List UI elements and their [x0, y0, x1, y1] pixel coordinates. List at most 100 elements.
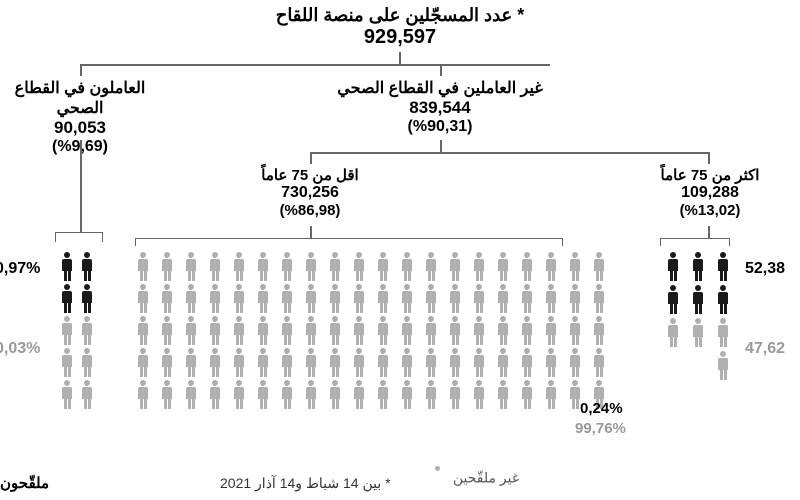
person-icon: [542, 348, 560, 378]
person-icon: [714, 285, 732, 315]
pictograph-over75: [660, 252, 732, 381]
person-icon: [230, 252, 248, 282]
connector-to-nonhealth: [440, 64, 442, 76]
person-icon: [158, 348, 176, 378]
person-icon: [494, 348, 512, 378]
person-icon: [542, 252, 560, 282]
person-icon: [58, 380, 76, 410]
person-icon: [206, 316, 224, 346]
person-icon: [350, 284, 368, 314]
stat-health-unvacc: 0,03%: [0, 340, 40, 358]
person-icon: [398, 348, 416, 378]
person-icon: [566, 284, 584, 314]
person-icon: [470, 348, 488, 378]
person-icon: [494, 380, 512, 410]
person-icon: [689, 252, 707, 282]
connector-over75-down: [708, 226, 710, 238]
person-icon: [350, 252, 368, 282]
person-icon: [542, 380, 560, 410]
pictograph-under75: [130, 252, 608, 410]
person-icon: [58, 316, 76, 346]
person-icon: [158, 316, 176, 346]
person-icon: [326, 348, 344, 378]
nonhealth-block: غير العاملين في القطاع الصحي 839,544 (%9…: [300, 78, 580, 136]
under75-title: اقل من 75 عاماً: [200, 166, 420, 184]
person-icon: [664, 318, 682, 348]
person-icon: [302, 252, 320, 282]
person-icon: [58, 284, 76, 314]
person-icon: [58, 252, 76, 282]
person-icon: [134, 380, 152, 410]
person-icon: [78, 316, 96, 346]
person-icon: [230, 316, 248, 346]
person-icon: [230, 380, 248, 410]
person-icon: [374, 380, 392, 410]
person-icon: [470, 252, 488, 282]
person-icon: [398, 284, 416, 314]
legend-unvacc-text: غير ملقّحين: [453, 470, 519, 486]
person-icon: [518, 284, 536, 314]
bracket-under75: [135, 238, 563, 246]
person-icon: [470, 380, 488, 410]
connector-to-over75: [708, 152, 710, 164]
person-icon: [350, 316, 368, 346]
person-icon: [158, 380, 176, 410]
under75-value: 730,256: [200, 184, 420, 202]
person-icon: [254, 348, 272, 378]
stat-health-vacc: 0,97%: [0, 260, 40, 278]
person-icon: [422, 348, 440, 378]
person-icon: [714, 252, 732, 282]
person-icon: [374, 348, 392, 378]
person-icon: [398, 252, 416, 282]
person-icon: [326, 284, 344, 314]
person-icon: [446, 252, 464, 282]
person-icon: [494, 252, 512, 282]
person-icon: [518, 252, 536, 282]
person-icon: [182, 316, 200, 346]
person-icon: [278, 252, 296, 282]
person-icon: [518, 348, 536, 378]
person-icon: [446, 284, 464, 314]
person-icon: [470, 284, 488, 314]
person-icon: [206, 380, 224, 410]
legend-unvaccinated: غير ملقّحين: [430, 466, 519, 492]
person-icon: [566, 316, 584, 346]
nonhealth-value: 839,544: [300, 98, 580, 118]
health-title: العاملون في القطاع الصحي: [0, 78, 160, 118]
person-icon: [714, 318, 732, 348]
person-icon: [254, 380, 272, 410]
person-icon: [326, 380, 344, 410]
person-icon: [78, 348, 96, 378]
person-icon: [714, 351, 732, 381]
person-icon: [590, 316, 608, 346]
person-icon: [278, 348, 296, 378]
person-icon: [494, 316, 512, 346]
over75-title: اكثر من 75 عاماً: [630, 166, 790, 184]
person-icon: [182, 252, 200, 282]
person-icon: [590, 284, 608, 314]
connector-nh-v: [440, 140, 442, 152]
person-icon: [590, 348, 608, 378]
person-icon: [374, 316, 392, 346]
stat-over75-unvacc: 47,62: [745, 340, 785, 358]
person-icon: [542, 316, 560, 346]
person-icon: [302, 348, 320, 378]
root-value: 929,597: [0, 26, 800, 49]
person-icon: [134, 284, 152, 314]
bracket-over75: [660, 238, 730, 246]
person-icon: [494, 284, 512, 314]
connector-health-down: [80, 140, 82, 232]
person-icon: [326, 316, 344, 346]
person-icon: [350, 380, 368, 410]
connector-to-health: [80, 64, 82, 76]
person-icon: [446, 316, 464, 346]
stat-under75-unvacc: 99,76%: [575, 420, 626, 437]
root-title-block: * عدد المسجّلين على منصة اللقاح 929,597: [0, 5, 800, 49]
person-icon: [78, 380, 96, 410]
person-icon: [206, 284, 224, 314]
person-icon: [398, 316, 416, 346]
person-icon: [278, 284, 296, 314]
person-icon: [134, 252, 152, 282]
person-icon: [78, 252, 96, 282]
health-value: 90,053: [0, 118, 160, 138]
